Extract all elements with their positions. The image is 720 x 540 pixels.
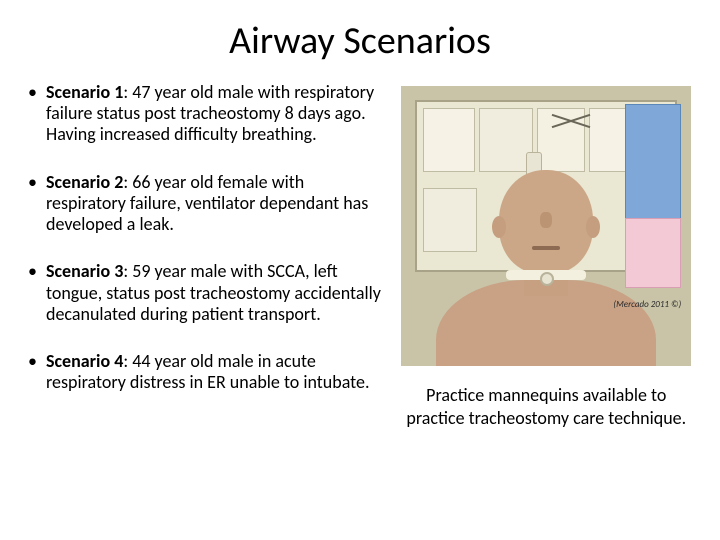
list-item: Scenario 3: 59 year male with SCCA, left… bbox=[28, 261, 387, 325]
slide: Airway Scenarios Scenario 1: 47 year old… bbox=[0, 0, 720, 540]
trach-tube bbox=[540, 272, 554, 286]
mannequin-mouth bbox=[532, 246, 560, 250]
content-row: Scenario 1: 47 year old male with respir… bbox=[28, 82, 692, 429]
supply-card bbox=[479, 108, 533, 172]
list-item: Scenario 4: 44 year old male in acute re… bbox=[28, 351, 387, 393]
forceps-icon bbox=[545, 104, 599, 138]
photo-credit: (Mercado 2011 ©) bbox=[613, 299, 681, 310]
list-item: Scenario 1: 47 year old male with respir… bbox=[28, 82, 387, 146]
supply-card bbox=[423, 108, 475, 172]
scenario-label: Scenario 4 bbox=[46, 350, 123, 372]
mannequin-nose bbox=[540, 212, 552, 228]
left-column: Scenario 1: 47 year old male with respir… bbox=[28, 82, 387, 429]
mannequin-figure bbox=[436, 186, 656, 366]
mannequin-ear bbox=[492, 216, 506, 238]
mannequin-photo: (Mercado 2011 ©) bbox=[401, 86, 691, 366]
list-item: Scenario 2: 66 year old female with resp… bbox=[28, 172, 387, 236]
mannequin-ear bbox=[586, 216, 600, 238]
scenario-label: Scenario 2 bbox=[46, 171, 123, 193]
scenario-label: Scenario 3 bbox=[46, 260, 123, 282]
scenario-label: Scenario 1 bbox=[46, 81, 123, 103]
slide-title: Airway Scenarios bbox=[28, 18, 692, 64]
scenario-list: Scenario 1: 47 year old male with respir… bbox=[28, 82, 387, 394]
photo-caption: Practice mannequins available to practic… bbox=[401, 384, 691, 429]
right-column: (Mercado 2011 ©) Practice mannequins ava… bbox=[401, 82, 692, 429]
